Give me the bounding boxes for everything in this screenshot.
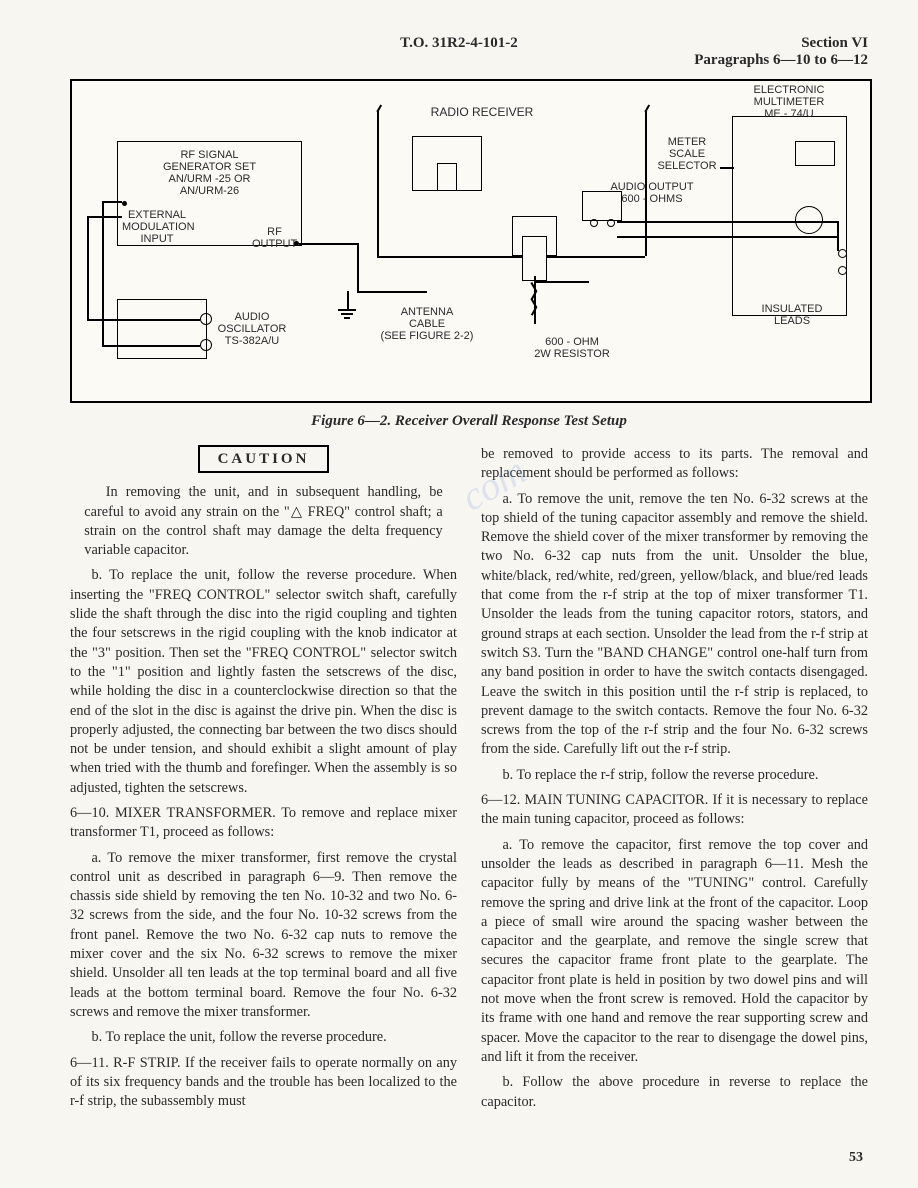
para-a-mixer: a. To remove the mixer transformer, firs… [70,849,457,1023]
para-6-10: 6—10. MIXER TRANSFORMER. To remove and r… [70,804,457,843]
insulated-leads-label: INSULATED LEADS [752,303,832,327]
radio-receiver-label: RADIO RECEIVER [422,106,542,119]
section-label: Section VI [801,35,868,51]
para-b-capacitor: b. Follow the above procedure in reverse… [481,1073,868,1112]
paragraph-range: Paragraphs 6—10 to 6—12 [694,52,868,68]
rf-signal-gen-label: RF SIGNAL GENERATOR SET AN/URM -25 OR AN… [162,149,257,197]
caution-text: In removing the unit, and in subsequent … [84,483,442,560]
ext-mod-label: EXTERNAL MODULATION INPUT [122,209,192,245]
para-6-12: 6—12. MAIN TUNING CAPACITOR. If it is ne… [481,791,868,830]
audio-output-label: AUDIO OUTPUT 600 - OHMS [602,181,702,205]
resistor-label: 600 - OHM 2W RESISTOR [522,336,622,360]
document-header: T.O. 31R2-4-101-2 Section VI Paragraphs … [70,35,868,69]
document-page: T.O. 31R2-4-101-2 Section VI Paragraphs … [0,0,918,1188]
para-continued: be removed to provide access to its part… [481,445,868,484]
left-column: CAUTION In removing the unit, and in sub… [70,445,457,1118]
multimeter-label: ELECTRONIC MULTIMETER ME - 74/U [734,84,844,120]
page-number: 53 [849,1150,863,1166]
rf-output-label: RF OUTPUT [252,226,297,250]
antenna-cable-label: ANTENNA CABLE (SEE FIGURE 2-2) [362,306,492,342]
figure-caption: Figure 6—2. Receiver Overall Response Te… [70,413,868,430]
para-b-replace: b. To replace the unit, follow the rever… [70,566,457,798]
para-b-rfstrip: b. To replace the r-f strip, follow the … [481,766,868,785]
caution-box: CAUTION [198,445,330,473]
para-a-remove-unit: a. To remove the unit, remove the ten No… [481,490,868,760]
figure-6-2-diagram: RF SIGNAL GENERATOR SET AN/URM -25 OR AN… [70,79,872,403]
para-b-mixer: b. To replace the unit, follow the rever… [70,1028,457,1047]
right-column: be removed to provide access to its part… [481,445,868,1118]
audio-osc-label: AUDIO OSCILLATOR TS-382A/U [212,311,292,347]
body-columns: CAUTION In removing the unit, and in sub… [70,445,868,1118]
meter-scale-label: METER SCALE SELECTOR [652,136,722,172]
para-a-capacitor: a. To remove the capacitor, first remove… [481,836,868,1068]
doc-id: T.O. 31R2-4-101-2 [400,35,518,52]
para-6-11: 6—11. R-F STRIP. If the receiver fails t… [70,1054,457,1112]
